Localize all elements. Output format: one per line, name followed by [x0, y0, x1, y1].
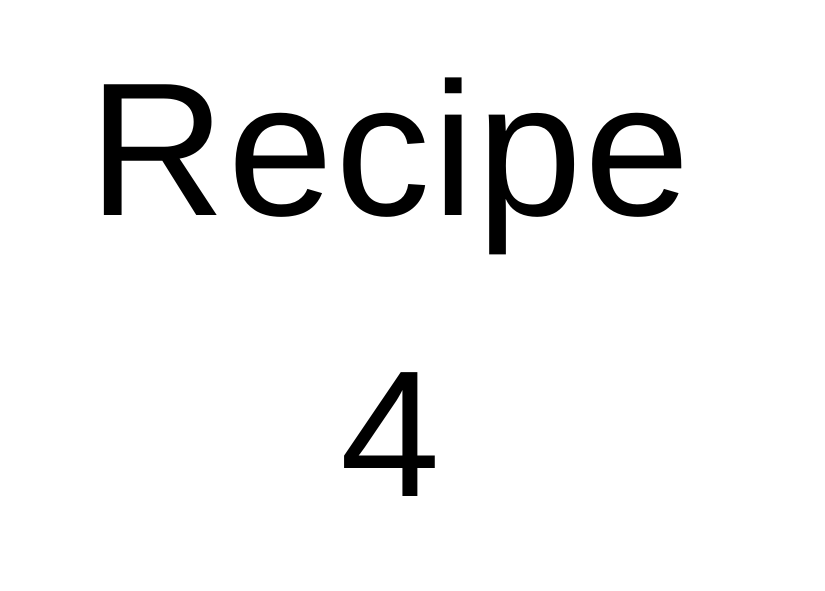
recipe-number: 4	[339, 334, 441, 535]
slide-title: Recipe	[88, 44, 692, 256]
